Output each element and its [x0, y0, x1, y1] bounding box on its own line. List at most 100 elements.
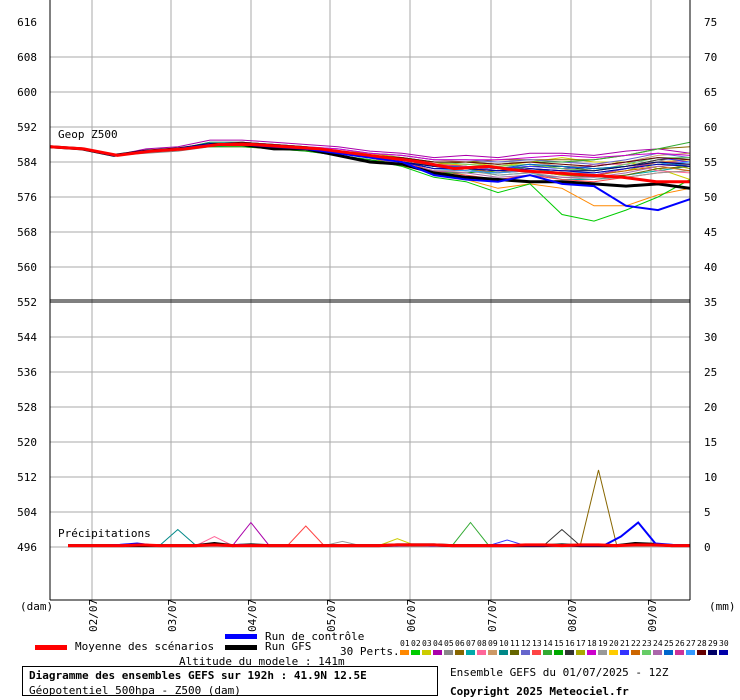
left-tick-label: 568 [17, 226, 37, 239]
left-tick-label: 608 [17, 51, 37, 64]
date-tick-label: 04/07 [246, 599, 259, 632]
pert-swatch-01 [400, 650, 409, 655]
left-tick-label: 536 [17, 366, 37, 379]
pert-swatch-23 [642, 650, 651, 655]
pert-number-27: 27 [686, 639, 696, 648]
pert-number-19: 19 [598, 639, 608, 648]
right-tick-label: 70 [704, 51, 717, 64]
pert-number-17: 17 [576, 639, 586, 648]
left-tick-label: 528 [17, 401, 37, 414]
pert-swatch-08 [477, 650, 486, 655]
top-panel-label: Geop Z500 [58, 128, 118, 141]
right-tick-label: 30 [704, 331, 717, 344]
left-tick-label: 504 [17, 506, 37, 519]
legend-gfs-label: Run GFS [265, 640, 312, 653]
pert-swatch-03 [422, 650, 431, 655]
pert-swatch-28 [697, 650, 706, 655]
footer-title: Diagramme des ensembles GEFS sur 192h : … [29, 669, 367, 682]
legend-gfs-swatch [225, 645, 257, 650]
right-tick-label: 5 [704, 506, 711, 519]
pert-number-20: 20 [609, 639, 619, 648]
pert-number-02: 02 [411, 639, 421, 648]
bottom-panel-label: Précipitations [58, 527, 151, 540]
left-tick-label: 600 [17, 86, 37, 99]
left-tick-label: 584 [17, 156, 37, 169]
pert-number-08: 08 [477, 639, 487, 648]
right-tick-label: 75 [704, 16, 717, 29]
legend-perts: 30 Perts. [340, 645, 400, 658]
pert-number-06: 06 [455, 639, 465, 648]
right-tick-label: 25 [704, 366, 717, 379]
pert-number-16: 16 [565, 639, 575, 648]
perturbation-line [49, 141, 691, 176]
pert-swatch-09 [488, 650, 497, 655]
pert-swatch-19 [598, 650, 607, 655]
units-right: (mm) [709, 600, 736, 613]
mean-line [49, 143, 690, 184]
pert-number-12: 12 [521, 639, 531, 648]
left-tick-label: 592 [17, 121, 37, 134]
date-tick-label: 06/07 [405, 599, 418, 632]
altitude-label: Altitude du modele : 141m [179, 655, 345, 668]
pert-swatch-20 [609, 650, 618, 655]
pert-swatch-05 [444, 650, 453, 655]
perturbation-lines [49, 139, 691, 547]
pert-swatch-16 [565, 650, 574, 655]
precip-mean-line [68, 543, 690, 548]
pert-swatch-10 [499, 650, 508, 655]
date-tick-label: 08/07 [566, 599, 579, 632]
pert-swatch-07 [466, 650, 475, 655]
pert-number-07: 07 [466, 639, 476, 648]
right-tick-label: 20 [704, 401, 717, 414]
left-tick-label: 560 [17, 261, 37, 274]
ensemble-info: Ensemble GEFS du 01/07/2025 - 12Z [450, 666, 669, 679]
pert-number-13: 13 [532, 639, 542, 648]
pert-swatch-29 [708, 650, 717, 655]
date-tick-label: 05/07 [325, 599, 338, 632]
right-tick-label: 15 [704, 436, 717, 449]
pert-swatch-15 [554, 650, 563, 655]
pert-swatch-12 [521, 650, 530, 655]
legend-control-label: Run de contrôle [265, 630, 365, 643]
right-tick-label: 0 [704, 541, 711, 554]
date-tick-label: 02/07 [87, 599, 100, 632]
pert-swatch-22 [631, 650, 640, 655]
pert-swatch-30 [719, 650, 728, 655]
pert-number-09: 09 [488, 639, 498, 648]
pert-number-05: 05 [444, 639, 454, 648]
legend-control-swatch [225, 634, 257, 639]
pert-swatch-24 [653, 650, 662, 655]
pert-number-25: 25 [664, 639, 674, 648]
date-tick-label: 09/07 [646, 599, 659, 632]
right-tick-label: 65 [704, 86, 717, 99]
pert-swatch-11 [510, 650, 519, 655]
right-tick-label: 50 [704, 191, 717, 204]
left-tick-label: 544 [17, 331, 37, 344]
pert-swatch-18 [587, 650, 596, 655]
right-tick-label: 10 [704, 471, 717, 484]
footer-subtitle: Géopotentiel 500hpa - Z500 (dam) [29, 684, 241, 697]
right-tick-label: 60 [704, 121, 717, 134]
precip-control-line [68, 521, 691, 547]
perturbation-line [49, 139, 691, 159]
precip-perturbation-line [68, 469, 690, 547]
left-tick-label: 616 [17, 16, 37, 29]
pert-number-23: 23 [642, 639, 652, 648]
pert-swatch-17 [576, 650, 585, 655]
left-tick-label: 520 [17, 436, 37, 449]
right-tick-label: 40 [704, 261, 717, 274]
right-tick-label: 45 [704, 226, 717, 239]
pert-swatch-27 [686, 650, 695, 655]
pert-number-28: 28 [697, 639, 707, 648]
pert-number-21: 21 [620, 639, 630, 648]
pert-number-24: 24 [653, 639, 663, 648]
pert-number-11: 11 [510, 639, 520, 648]
pert-number-14: 14 [543, 639, 553, 648]
precip-perturbation-line [68, 525, 690, 547]
pert-number-29: 29 [708, 639, 718, 648]
left-tick-label: 552 [17, 296, 37, 309]
precip-perturbation-line [68, 521, 690, 547]
left-tick-label: 496 [17, 541, 37, 554]
